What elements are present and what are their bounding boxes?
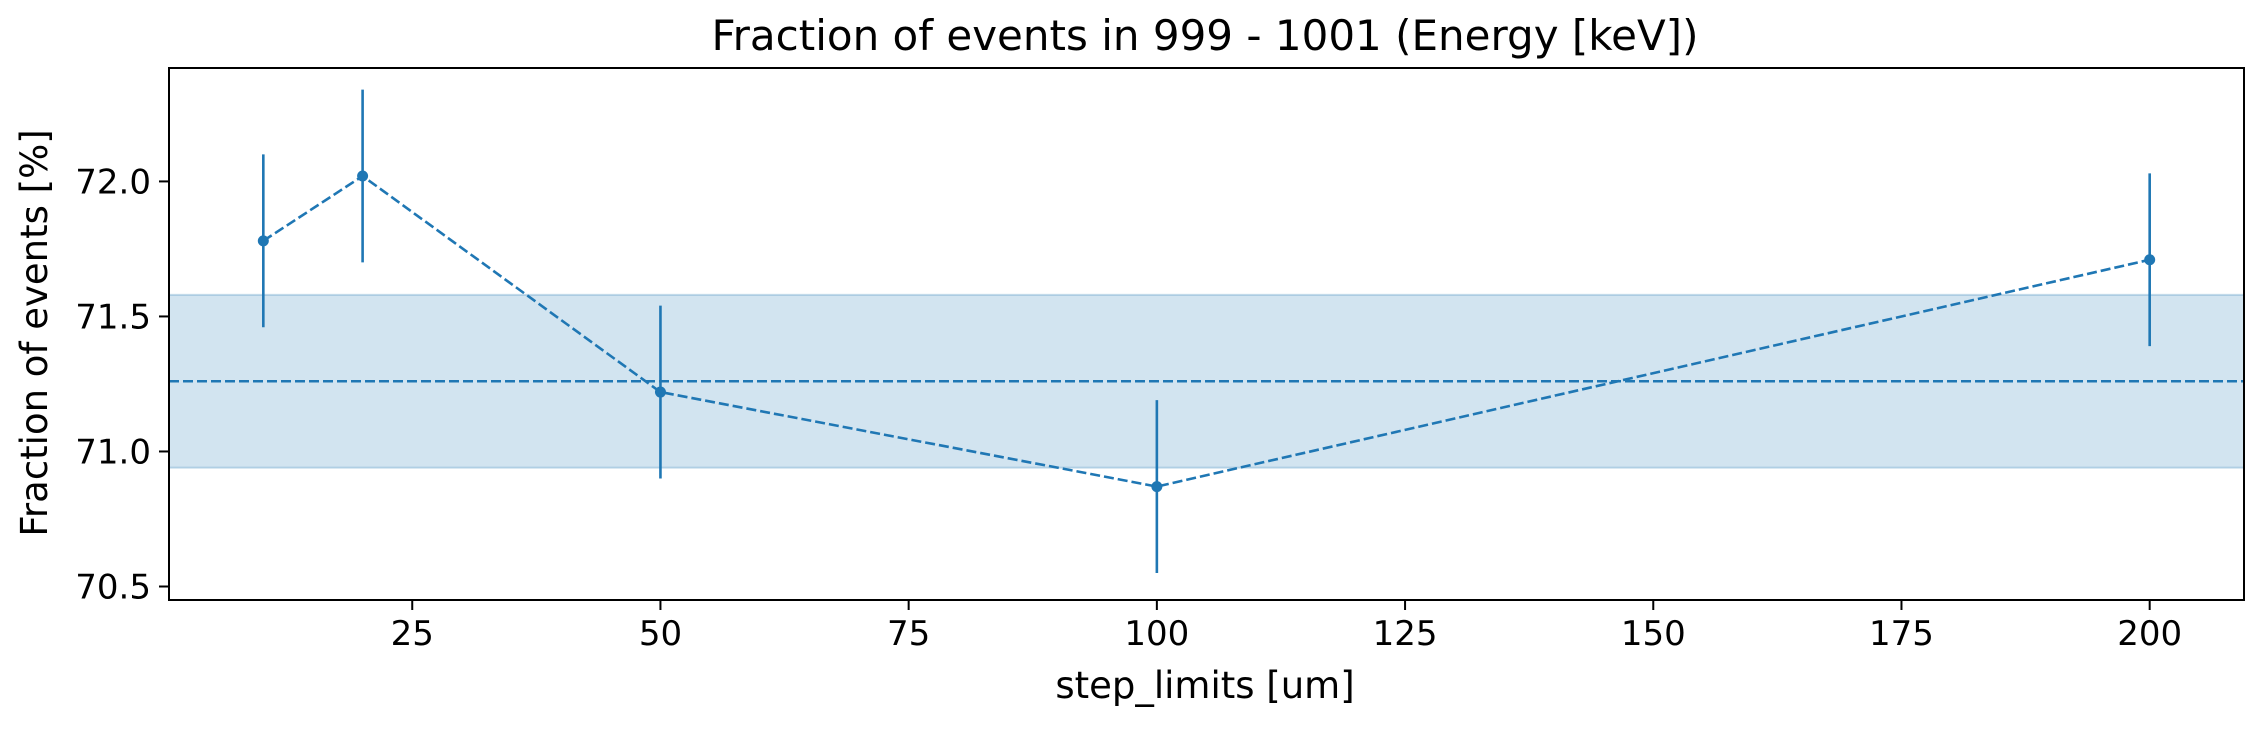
y-tick-label: 72.0 (75, 162, 151, 202)
y-tick-label: 70.5 (75, 567, 151, 607)
x-tick-label: 150 (1621, 614, 1686, 654)
x-axis-label: step_limits [um] (1055, 664, 1354, 707)
data-point (1151, 481, 1163, 493)
plot-area: 25 50 75 100 125 150 175 200 70.5 71.0 71.5 72.0 (75, 67, 2245, 654)
x-tick-label: 25 (391, 614, 434, 654)
x-tick-label: 100 (1124, 614, 1189, 654)
chart-title: Fraction of events in 999 - 1001 (Energy… (712, 11, 1699, 60)
data-point (257, 235, 269, 247)
data-point (357, 170, 369, 182)
x-tick-label: 75 (887, 614, 930, 654)
x-tick-label: 200 (2117, 614, 2182, 654)
x-tick-label: 175 (1869, 614, 1934, 654)
y-axis-label: Fraction of events [%] (13, 129, 56, 536)
y-tick-label: 71.0 (75, 432, 151, 472)
plot-frame (168, 67, 2245, 601)
series-line (262, 174, 2150, 488)
y-tick-label: 71.5 (75, 297, 151, 337)
data-point (654, 386, 666, 398)
x-tick-label: 125 (1373, 614, 1438, 654)
data-point (2144, 254, 2156, 266)
x-tick-label: 50 (639, 614, 682, 654)
